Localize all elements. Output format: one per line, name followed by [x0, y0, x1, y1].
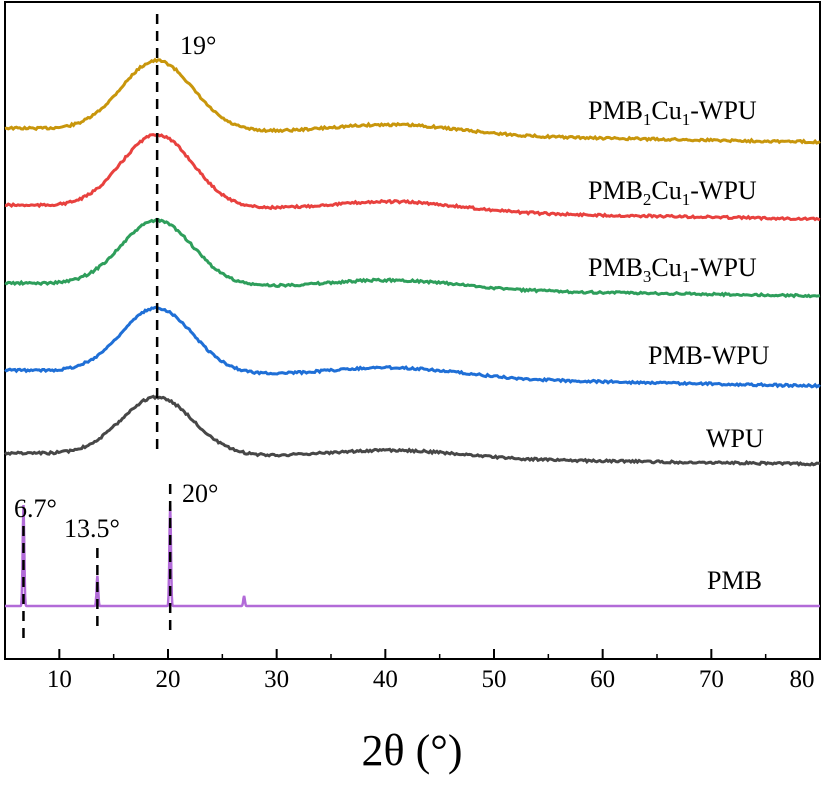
x-tick-label: 10 — [47, 666, 72, 693]
x-tick-label: 20 — [156, 666, 181, 693]
series-label-pmb-wpu: PMB-WPU — [648, 341, 770, 370]
x-tick-label: 30 — [264, 666, 289, 693]
reference-lines-layer — [22, 14, 172, 645]
series-line-pmb3cu1-wpu — [4, 217, 821, 299]
annotation-13-5deg: 13.5° — [64, 514, 120, 543]
series-label-pmb2cu1-wpu: PMB2Cu1-WPU — [588, 176, 757, 209]
x-axis-title: 2θ (°) — [362, 726, 463, 775]
series-label-pmb1cu1-wpu: PMB1Cu1-WPU — [588, 96, 757, 129]
series-label-pmb3cu1-wpu: PMB3Cu1-WPU — [588, 253, 757, 286]
x-tick-label: 80 — [790, 666, 815, 693]
annotation-19deg: 19° — [180, 31, 216, 60]
series-line-pmb-wpu — [4, 305, 821, 389]
series-label-pmb: PMB — [707, 566, 762, 595]
series-label-wpu: WPU — [706, 424, 764, 453]
series-line-pmb — [5, 504, 820, 608]
x-tick-label: 70 — [699, 666, 724, 693]
annotation-20deg: 20° — [182, 479, 218, 508]
x-tick-label: 60 — [590, 666, 615, 693]
plot-frame — [4, 1, 821, 660]
x-tick-label: 50 — [482, 666, 507, 693]
series-line-pmb2cu1-wpu — [4, 133, 821, 222]
series-line-pmb1cu1-wpu — [4, 57, 821, 145]
curves-layer — [3, 57, 821, 608]
x-axis-ticks: 10 20 30 40 50 60 70 80 — [47, 649, 821, 693]
x-tick-label: 40 — [373, 666, 398, 693]
annotation-6-7deg: 6.7° — [14, 494, 57, 523]
series-line-wpu — [3, 394, 821, 467]
